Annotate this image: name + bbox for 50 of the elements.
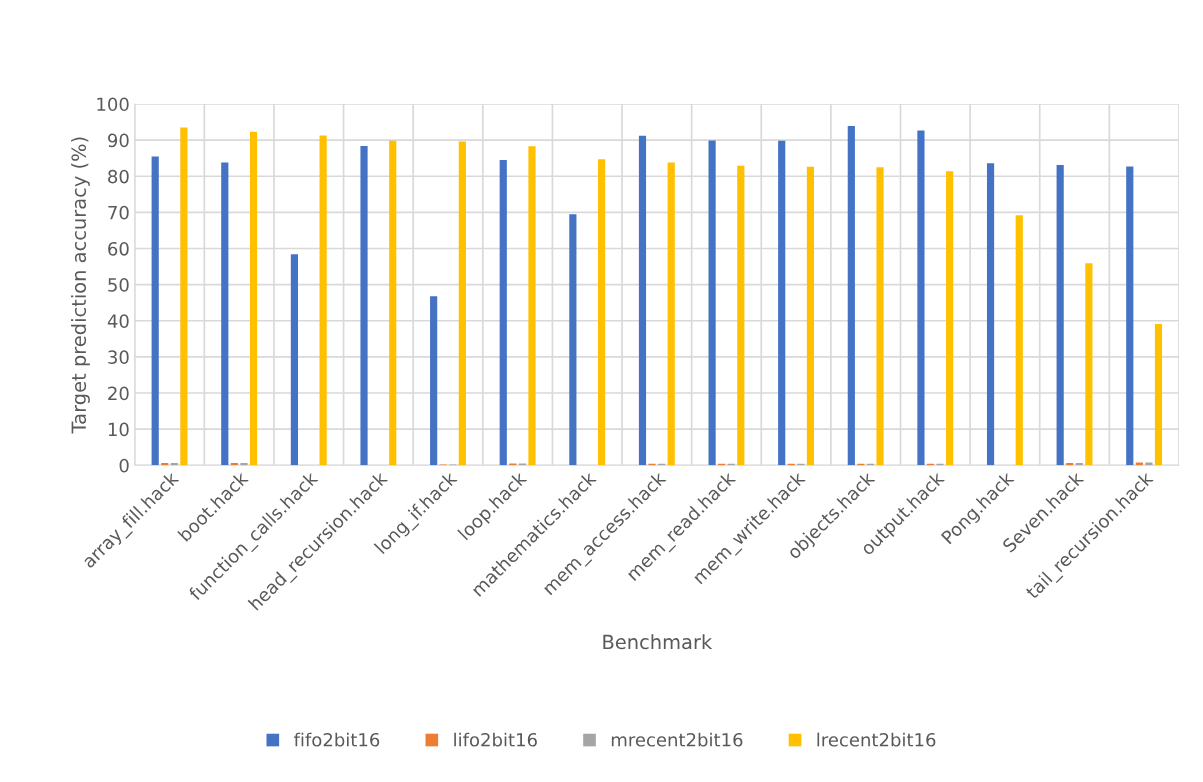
bar xyxy=(1126,166,1134,466)
legend-label: lifo2bit16 xyxy=(454,732,537,747)
bar xyxy=(737,165,745,466)
bar xyxy=(360,145,368,466)
y-tick-label: 60 xyxy=(108,241,129,256)
bar xyxy=(638,135,647,466)
bar xyxy=(847,126,855,466)
legend-label: fifo2bit16 xyxy=(293,732,380,747)
y-tick-label: 20 xyxy=(108,386,129,401)
y-tick-label: 70 xyxy=(108,205,129,220)
bar xyxy=(221,162,229,466)
bar xyxy=(986,163,995,466)
y-tick-label: 40 xyxy=(107,314,129,328)
bar xyxy=(876,167,884,466)
y-axis-title: Target prediction accuracy (%) xyxy=(71,137,90,434)
bar xyxy=(1015,215,1023,466)
bar xyxy=(806,166,815,466)
y-tick-label: 100 xyxy=(97,97,129,112)
bar xyxy=(151,156,159,466)
y-tick-label: 80 xyxy=(108,169,129,184)
bar xyxy=(389,140,397,466)
x-axis-title: Benchmark xyxy=(603,634,713,650)
legend-label: mrecent2bit16 xyxy=(611,732,743,747)
bar xyxy=(249,131,258,466)
bar xyxy=(240,463,248,466)
bar xyxy=(1154,324,1163,466)
bar xyxy=(430,296,438,466)
y-tick-label: 0 xyxy=(119,458,129,473)
y-tick-label: 30 xyxy=(108,350,129,365)
bar xyxy=(778,140,786,466)
legend-label: lrecent2bit16 xyxy=(817,732,936,747)
bar xyxy=(319,135,327,466)
bar xyxy=(569,214,577,466)
bar xyxy=(458,141,466,466)
y-tick-label: 90 xyxy=(108,133,129,148)
bar xyxy=(708,140,716,466)
bar xyxy=(1145,462,1153,466)
bar xyxy=(1085,263,1093,466)
bar xyxy=(1056,165,1064,466)
y-tick-label: 50 xyxy=(108,278,129,292)
bar xyxy=(946,171,954,466)
y-tick-label: 10 xyxy=(108,422,129,437)
bar xyxy=(1135,462,1143,466)
bar xyxy=(667,162,675,466)
bar xyxy=(597,159,606,466)
bar xyxy=(499,160,507,466)
bar xyxy=(917,130,925,466)
bar xyxy=(290,254,298,466)
bar xyxy=(180,127,188,466)
bar xyxy=(528,146,536,466)
